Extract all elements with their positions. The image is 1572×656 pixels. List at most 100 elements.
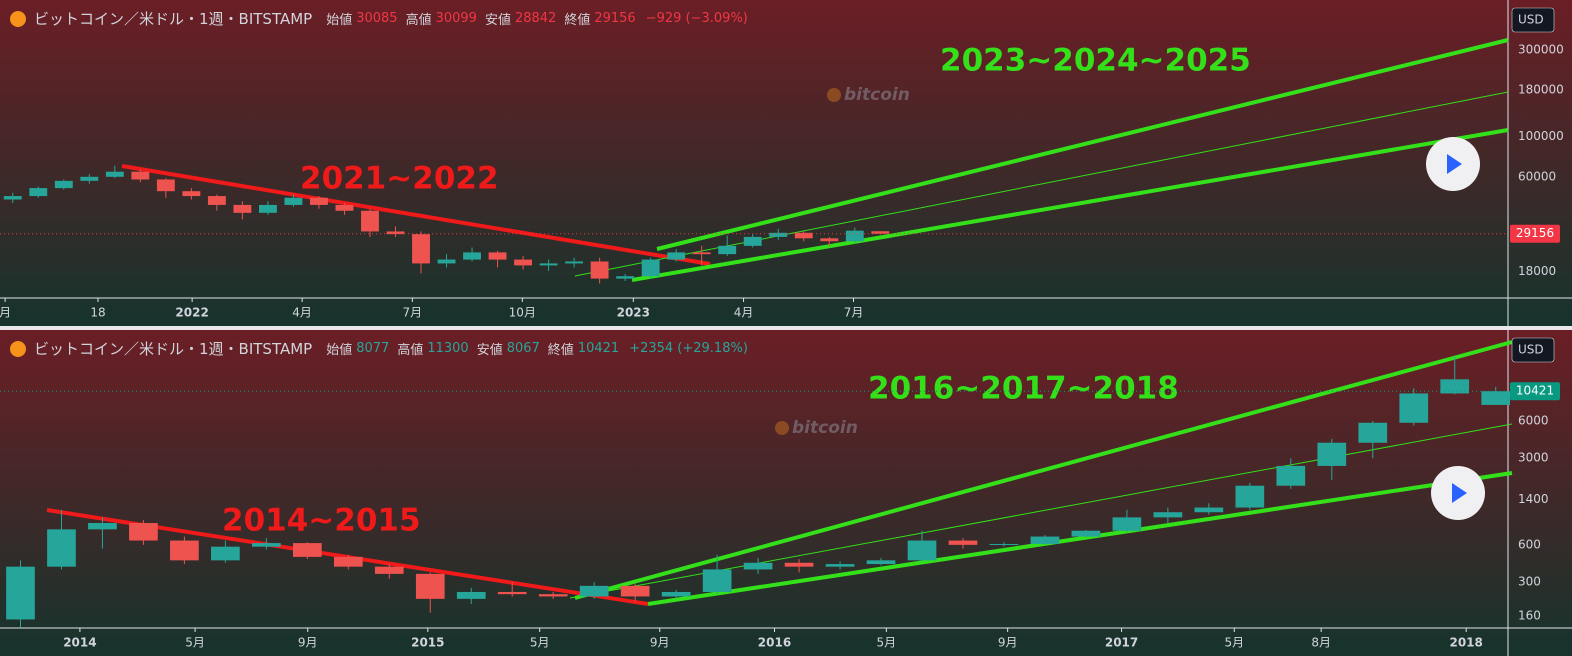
candle-body <box>1440 379 1470 394</box>
play-icon[interactable] <box>1452 483 1467 503</box>
background <box>0 330 1572 656</box>
candle <box>820 236 839 246</box>
x-tick-label: 2014 <box>63 636 96 650</box>
watermark: bitcoin <box>844 85 910 105</box>
candle <box>47 509 76 570</box>
candle-body <box>47 529 76 567</box>
candle <box>989 542 1019 547</box>
x-tick-label: 5月 <box>185 636 205 650</box>
candle <box>825 561 855 570</box>
candle <box>845 227 864 243</box>
background <box>0 0 1572 326</box>
field-label: 終値 <box>547 343 574 358</box>
candle-body <box>661 591 691 597</box>
candle-body <box>1030 536 1060 544</box>
field-label: 終値 <box>564 13 591 28</box>
candle <box>538 591 568 599</box>
play-button[interactable] <box>1431 466 1485 520</box>
x-tick-label: 9月 <box>298 636 318 650</box>
candle-body <box>667 252 686 260</box>
candle <box>463 247 481 262</box>
candle <box>1235 482 1265 510</box>
candle-body <box>1358 422 1388 443</box>
candle <box>616 273 635 282</box>
candle-body <box>820 238 839 242</box>
candle <box>170 536 199 565</box>
candle <box>743 557 773 574</box>
candle <box>948 538 978 549</box>
field-label: 安値 <box>484 13 511 28</box>
annotation: 2021~2022 <box>300 161 499 197</box>
candle-body <box>463 252 481 260</box>
candle-body <box>514 259 533 266</box>
trend-line <box>574 340 1513 600</box>
candle-body <box>233 204 252 213</box>
chart: bitcoin 2021~2022 2023~2024~2025 18000 60000… <box>0 0 1572 326</box>
x-tick-label: 5月 <box>877 636 897 650</box>
candle-body <box>105 171 124 177</box>
candle <box>333 554 363 570</box>
candle <box>1071 530 1101 538</box>
last-price-badge <box>1510 224 1560 243</box>
candle-body <box>907 540 937 561</box>
candle <box>310 196 328 209</box>
candle <box>156 178 175 198</box>
last-price-badge <box>1510 382 1560 401</box>
candle <box>661 589 691 599</box>
candle <box>702 554 732 595</box>
chart-panel: bitcoin 2014~2015 2016~2017~2018 160 300 600 1… <box>0 330 1572 656</box>
field-value: 11300 <box>427 341 469 356</box>
candle-body <box>252 543 281 547</box>
change: −929 (−3.09%) <box>645 11 748 26</box>
candle-body <box>361 210 379 232</box>
candle <box>412 231 430 274</box>
candle <box>105 165 124 179</box>
candle <box>1481 386 1511 405</box>
x-tick-label: 4月 <box>292 306 312 320</box>
candle-body <box>590 261 609 279</box>
candle-body <box>620 585 650 597</box>
candle-body <box>333 556 363 567</box>
field-label: 安値 <box>476 343 503 358</box>
candle <box>488 250 507 268</box>
candle-body <box>456 591 486 599</box>
candle-body <box>207 196 226 205</box>
candle <box>131 169 150 183</box>
candle <box>258 201 277 215</box>
x-tick-label: 4月 <box>734 306 754 320</box>
candle-body <box>1399 393 1429 423</box>
x-tick-label: 月 <box>0 306 11 320</box>
candle <box>794 231 813 242</box>
x-tick-label: 2023 <box>617 306 650 320</box>
trend-line <box>647 471 1513 606</box>
play-button[interactable] <box>1426 137 1480 191</box>
candle <box>497 582 527 597</box>
field-value: 29156 <box>594 11 636 26</box>
candle-body <box>1194 507 1224 513</box>
y-tick-label: 6000 <box>1518 413 1549 427</box>
candle-body <box>948 540 978 545</box>
y-tick-label: 60000 <box>1518 169 1556 183</box>
annotation: 2023~2024~2025 <box>940 43 1251 79</box>
x-tick-label: 2016 <box>758 636 791 650</box>
y-tick-label: 100000 <box>1518 129 1564 143</box>
candle <box>907 530 937 562</box>
candle <box>129 520 158 545</box>
candle-body <box>335 204 354 211</box>
candle-body <box>1235 485 1265 508</box>
play-icon[interactable] <box>1447 154 1462 174</box>
candle-body <box>989 543 1019 545</box>
annotation: 2016~2017~2018 <box>868 371 1179 407</box>
last-price-label: 10421 <box>1516 384 1554 398</box>
candle-body <box>415 573 445 599</box>
candle <box>182 188 201 200</box>
candle-body <box>825 564 855 567</box>
candle <box>565 257 584 268</box>
candle-body <box>538 594 568 597</box>
candle <box>29 186 48 198</box>
symbol-name: ビットコイン／米ドル・1週・BITSTAMP <box>34 340 313 358</box>
x-tick-label: 5月 <box>1224 636 1244 650</box>
trend-line <box>656 38 1509 251</box>
x-tick-label: 7月 <box>844 306 864 320</box>
